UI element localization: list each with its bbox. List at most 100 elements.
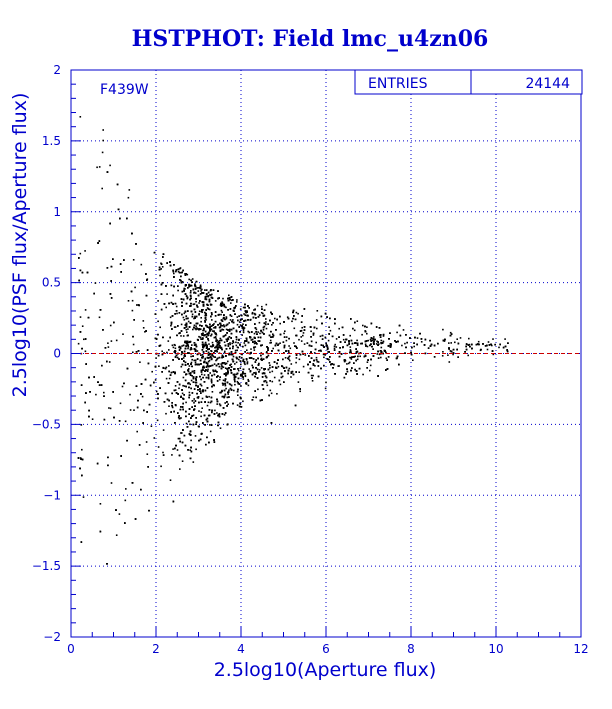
- data-point: [203, 327, 205, 330]
- data-point: [208, 343, 210, 345]
- data-point: [227, 299, 230, 302]
- data-point: [154, 379, 157, 381]
- data-point: [204, 344, 206, 347]
- data-point: [190, 417, 192, 419]
- data-point: [271, 380, 274, 383]
- data-point: [164, 367, 167, 370]
- data-point: [314, 348, 317, 351]
- data-point: [366, 332, 368, 335]
- data-point: [136, 430, 138, 433]
- data-point: [349, 351, 351, 354]
- data-point: [193, 370, 196, 372]
- data-point: [165, 412, 167, 415]
- data-point: [210, 400, 213, 403]
- data-point: [220, 365, 223, 367]
- data-point: [235, 361, 238, 364]
- data-point: [131, 232, 133, 235]
- data-point: [227, 360, 229, 363]
- data-point: [259, 399, 262, 402]
- data-point: [165, 306, 167, 309]
- data-point: [209, 294, 212, 296]
- data-point: [188, 386, 190, 389]
- data-point: [79, 457, 82, 459]
- data-point: [243, 313, 245, 315]
- data-point: [213, 336, 216, 339]
- data-point: [103, 418, 106, 421]
- data-point: [338, 365, 340, 367]
- data-point: [159, 326, 161, 329]
- data-point: [253, 332, 256, 335]
- data-point: [206, 325, 208, 327]
- data-point: [270, 336, 272, 338]
- data-point: [349, 350, 352, 352]
- data-point: [251, 312, 254, 315]
- data-point: [208, 395, 210, 398]
- data-point: [106, 267, 109, 269]
- data-point: [207, 354, 210, 356]
- data-point: [243, 342, 246, 344]
- data-point: [236, 349, 238, 352]
- data-point: [354, 321, 356, 324]
- data-point: [195, 298, 197, 300]
- data-point: [367, 359, 369, 361]
- chart-title: HSTPHOT: Field lmc_u4zn06: [132, 26, 489, 52]
- data-point: [199, 300, 201, 302]
- data-point: [410, 353, 413, 356]
- data-point: [122, 333, 124, 335]
- data-point: [191, 278, 194, 280]
- data-point: [351, 367, 353, 369]
- data-point: [99, 309, 102, 311]
- data-point: [194, 405, 196, 407]
- data-point: [229, 319, 232, 321]
- data-point: [246, 310, 248, 312]
- data-point: [191, 313, 194, 316]
- data-point: [261, 359, 263, 361]
- data-point: [225, 387, 227, 390]
- data-point: [186, 331, 188, 333]
- data-point: [206, 333, 208, 336]
- data-point: [179, 332, 181, 334]
- data-point: [188, 413, 190, 415]
- data-point: [233, 378, 236, 381]
- data-point: [232, 327, 235, 330]
- data-point: [471, 347, 473, 350]
- data-point: [251, 399, 254, 401]
- data-point: [218, 365, 221, 368]
- data-point: [202, 345, 204, 348]
- data-point: [81, 448, 83, 451]
- data-point: [189, 298, 191, 301]
- data-point: [352, 327, 354, 330]
- data-point: [98, 240, 101, 242]
- data-point: [220, 367, 223, 370]
- data-point: [170, 301, 173, 304]
- data-point: [214, 315, 217, 317]
- data-point: [202, 389, 204, 391]
- data-point: [230, 328, 233, 331]
- data-point: [206, 387, 209, 389]
- data-point: [295, 361, 297, 364]
- data-point: [241, 375, 244, 378]
- data-point: [318, 350, 320, 352]
- data-point: [279, 322, 281, 325]
- data-point: [79, 116, 82, 118]
- data-point: [198, 310, 201, 313]
- data-point: [265, 381, 268, 384]
- data-point: [243, 362, 246, 364]
- data-point: [184, 310, 187, 313]
- data-point: [251, 373, 254, 376]
- data-point: [404, 352, 406, 354]
- data-point: [113, 321, 115, 324]
- data-point: [365, 340, 368, 342]
- data-point: [87, 316, 90, 319]
- data-point: [263, 325, 266, 328]
- data-point: [178, 312, 181, 314]
- data-point: [178, 349, 181, 351]
- data-point: [166, 398, 169, 401]
- data-point: [186, 297, 189, 300]
- data-point: [200, 320, 202, 323]
- data-point: [222, 362, 224, 364]
- data-point: [441, 355, 444, 357]
- data-point: [244, 372, 247, 375]
- data-point: [169, 479, 172, 481]
- data-point: [251, 364, 253, 367]
